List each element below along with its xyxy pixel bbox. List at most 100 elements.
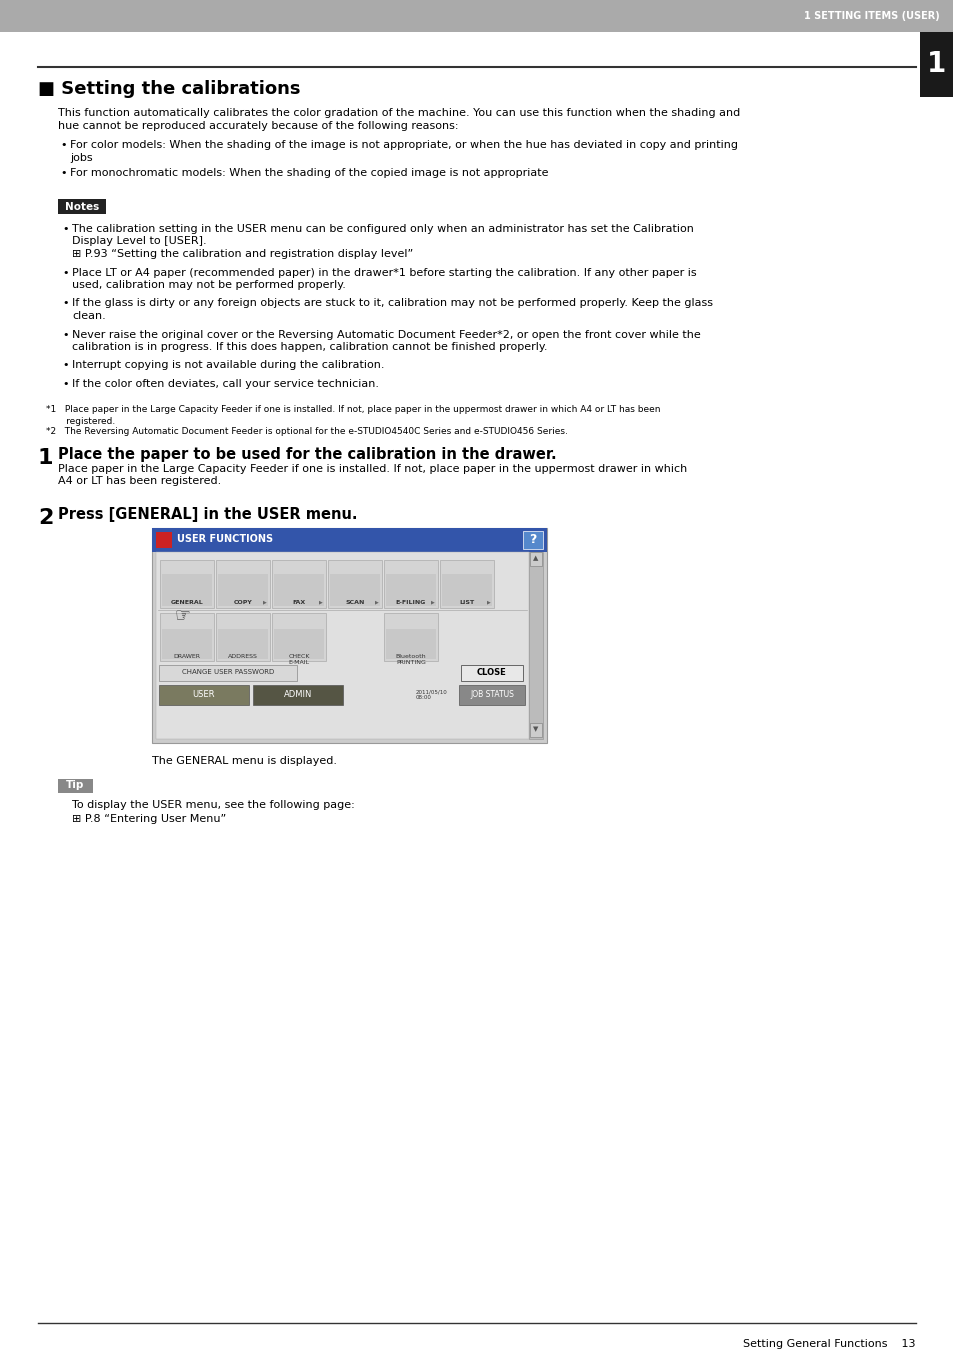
- Bar: [386, 628, 436, 658]
- Text: DRAWER: DRAWER: [173, 654, 200, 658]
- Text: ▶: ▶: [319, 600, 323, 604]
- Bar: [218, 574, 268, 605]
- Text: calibration is in progress. If this does happen, calibration cannot be finished : calibration is in progress. If this does…: [71, 342, 547, 353]
- Bar: [160, 612, 213, 661]
- Bar: [384, 612, 437, 661]
- Text: Display Level to [USER].: Display Level to [USER].: [71, 236, 207, 246]
- Bar: [274, 574, 324, 605]
- Bar: [253, 685, 343, 704]
- Text: Notes: Notes: [65, 201, 99, 212]
- Text: hue cannot be reproduced accurately because of the following reasons:: hue cannot be reproduced accurately beca…: [58, 122, 458, 131]
- Text: *2   The Reversing Automatic Document Feeder is optional for the e-STUDIO4540C S: *2 The Reversing Automatic Document Feed…: [46, 427, 567, 436]
- Text: For color models: When the shading of the image is not appropriate, or when the : For color models: When the shading of th…: [70, 141, 738, 150]
- Bar: [274, 628, 324, 658]
- Text: ⊞ P.8 “Entering User Menu”: ⊞ P.8 “Entering User Menu”: [71, 813, 226, 824]
- Text: ▶: ▶: [375, 600, 378, 604]
- Text: ☞: ☞: [174, 607, 191, 624]
- Bar: [272, 559, 326, 608]
- Text: •: •: [62, 330, 69, 339]
- Bar: [522, 531, 542, 549]
- Bar: [460, 665, 522, 681]
- Bar: [152, 527, 546, 551]
- Text: clean.: clean.: [71, 311, 106, 322]
- Bar: [159, 665, 296, 681]
- Text: 1 SETTING ITEMS (USER): 1 SETTING ITEMS (USER): [803, 11, 939, 22]
- Text: registered.: registered.: [46, 416, 115, 426]
- Text: ADDRESS: ADDRESS: [228, 654, 257, 658]
- Text: If the glass is dirty or any foreign objects are stuck to it, calibration may no: If the glass is dirty or any foreign obj…: [71, 299, 712, 308]
- Text: To display the USER menu, see the following page:: To display the USER menu, see the follow…: [71, 801, 355, 811]
- Text: CLOSE: CLOSE: [476, 667, 506, 677]
- Text: E-MAIL: E-MAIL: [288, 659, 309, 665]
- Text: 2011/05/10
08:00: 2011/05/10 08:00: [416, 689, 447, 700]
- Text: Interrupt copying is not available during the calibration.: Interrupt copying is not available durin…: [71, 361, 384, 370]
- Text: Never raise the original cover or the Reversing Automatic Document Feeder*2, or : Never raise the original cover or the Re…: [71, 330, 700, 339]
- Text: •: •: [62, 361, 69, 370]
- Text: ▶: ▶: [487, 600, 491, 604]
- Text: GENERAL: GENERAL: [171, 600, 203, 605]
- Bar: [384, 559, 437, 608]
- Text: ▲: ▲: [533, 555, 538, 562]
- Bar: [0, 0, 953, 32]
- Bar: [162, 628, 212, 658]
- Bar: [159, 685, 249, 704]
- Text: If the color often deviates, call your service technician.: If the color often deviates, call your s…: [71, 380, 378, 389]
- Text: •: •: [62, 224, 69, 234]
- Text: •: •: [62, 299, 69, 308]
- Text: Place LT or A4 paper (recommended paper) in the drawer*1 before starting the cal: Place LT or A4 paper (recommended paper)…: [71, 267, 696, 277]
- Text: JOB STATUS: JOB STATUS: [470, 690, 514, 698]
- Bar: [328, 559, 381, 608]
- Text: Place the paper to be used for the calibration in the drawer.: Place the paper to be used for the calib…: [58, 447, 556, 462]
- Text: Setting General Functions    13: Setting General Functions 13: [742, 1339, 915, 1350]
- Text: •: •: [60, 141, 67, 150]
- Text: For monochromatic models: When the shading of the copied image is not appropriat: For monochromatic models: When the shadi…: [70, 168, 548, 178]
- Bar: [162, 574, 212, 605]
- Text: COPY: COPY: [233, 600, 253, 605]
- Bar: [160, 559, 213, 608]
- Text: Place paper in the Large Capacity Feeder if one is installed. If not, place pape: Place paper in the Large Capacity Feeder…: [58, 463, 686, 473]
- Bar: [530, 551, 541, 566]
- Text: •: •: [60, 168, 67, 178]
- Bar: [386, 574, 436, 605]
- Text: ⊞ P.93 “Setting the calibration and registration display level”: ⊞ P.93 “Setting the calibration and regi…: [71, 249, 413, 259]
- Bar: [215, 612, 270, 661]
- Text: ?: ?: [529, 534, 537, 546]
- Text: E-FILING: E-FILING: [395, 600, 426, 605]
- Bar: [58, 199, 106, 213]
- Bar: [156, 531, 172, 547]
- Text: CHECK: CHECK: [288, 654, 310, 658]
- Text: 2: 2: [38, 508, 53, 527]
- Bar: [58, 778, 92, 793]
- Bar: [152, 527, 546, 743]
- Text: USER FUNCTIONS: USER FUNCTIONS: [177, 535, 273, 544]
- Text: Tip: Tip: [67, 781, 85, 790]
- Text: used, calibration may not be performed properly.: used, calibration may not be performed p…: [71, 280, 346, 290]
- Text: ADMIN: ADMIN: [283, 690, 312, 698]
- Text: ▼: ▼: [533, 727, 538, 732]
- Text: LIST: LIST: [459, 600, 474, 605]
- Bar: [441, 574, 492, 605]
- Text: The calibration setting in the USER menu can be configured only when an administ: The calibration setting in the USER menu…: [71, 224, 693, 234]
- Text: jobs: jobs: [70, 153, 92, 163]
- Bar: [530, 723, 541, 736]
- Bar: [439, 559, 494, 608]
- Text: Press [GENERAL] in the USER menu.: Press [GENERAL] in the USER menu.: [58, 508, 357, 523]
- Bar: [218, 628, 268, 658]
- Text: ■ Setting the calibrations: ■ Setting the calibrations: [38, 80, 300, 99]
- Text: SCAN: SCAN: [345, 600, 364, 605]
- Bar: [919, 32, 953, 97]
- Text: 1: 1: [38, 447, 53, 467]
- Bar: [458, 685, 524, 704]
- Bar: [156, 551, 529, 739]
- Text: FAX: FAX: [292, 600, 305, 605]
- Text: CHANGE USER PASSWORD: CHANGE USER PASSWORD: [182, 670, 274, 676]
- Text: •: •: [62, 380, 69, 389]
- Text: The GENERAL menu is displayed.: The GENERAL menu is displayed.: [152, 757, 336, 766]
- Bar: [529, 551, 542, 739]
- Bar: [272, 612, 326, 661]
- Text: ▶: ▶: [431, 600, 435, 604]
- Text: ▶: ▶: [263, 600, 267, 604]
- Text: *1   Place paper in the Large Capacity Feeder if one is installed. If not, place: *1 Place paper in the Large Capacity Fee…: [46, 405, 659, 415]
- Text: PRINTING: PRINTING: [395, 659, 425, 665]
- Text: Bluetooth: Bluetooth: [395, 654, 426, 658]
